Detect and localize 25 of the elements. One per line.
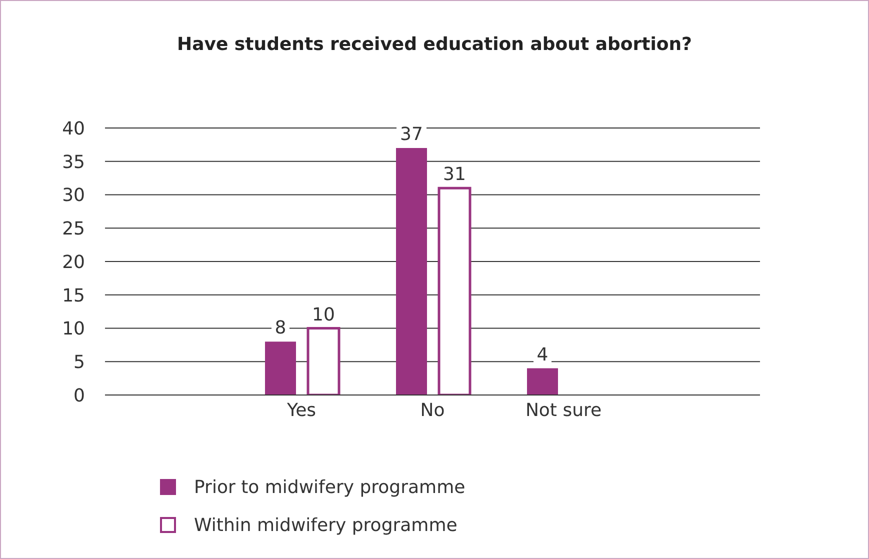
chart-title: Have students received education about abortion? xyxy=(176,34,693,55)
bar xyxy=(306,327,340,395)
y-tick-label: 40 xyxy=(62,118,85,140)
y-tick-label: 0 xyxy=(74,385,85,406)
x-tick-label: No xyxy=(420,400,445,421)
data-label: 4 xyxy=(536,344,548,366)
data-label: 10 xyxy=(312,304,335,326)
x-tick-label: Not sure xyxy=(525,400,602,421)
y-tick-label: 5 xyxy=(74,352,85,374)
data-label: 8 xyxy=(274,318,286,339)
y-tick-label: 30 xyxy=(62,185,85,206)
y-tick-label: 25 xyxy=(62,218,85,240)
y-tick-label: 20 xyxy=(62,252,85,273)
y-tick-label: 10 xyxy=(62,318,85,340)
y-tick-label: 35 xyxy=(62,152,85,173)
bar xyxy=(396,148,427,395)
legend-label: Prior to midwifery programme xyxy=(194,476,466,498)
data-label: 37 xyxy=(400,124,423,146)
bar xyxy=(438,186,472,395)
legend-label: Within midwifery programme xyxy=(194,514,458,536)
bar xyxy=(265,342,296,395)
data-label: 31 xyxy=(443,164,466,186)
y-tick-label: 15 xyxy=(62,285,85,306)
x-tick-label: Yes xyxy=(286,400,316,421)
bar xyxy=(527,368,558,395)
